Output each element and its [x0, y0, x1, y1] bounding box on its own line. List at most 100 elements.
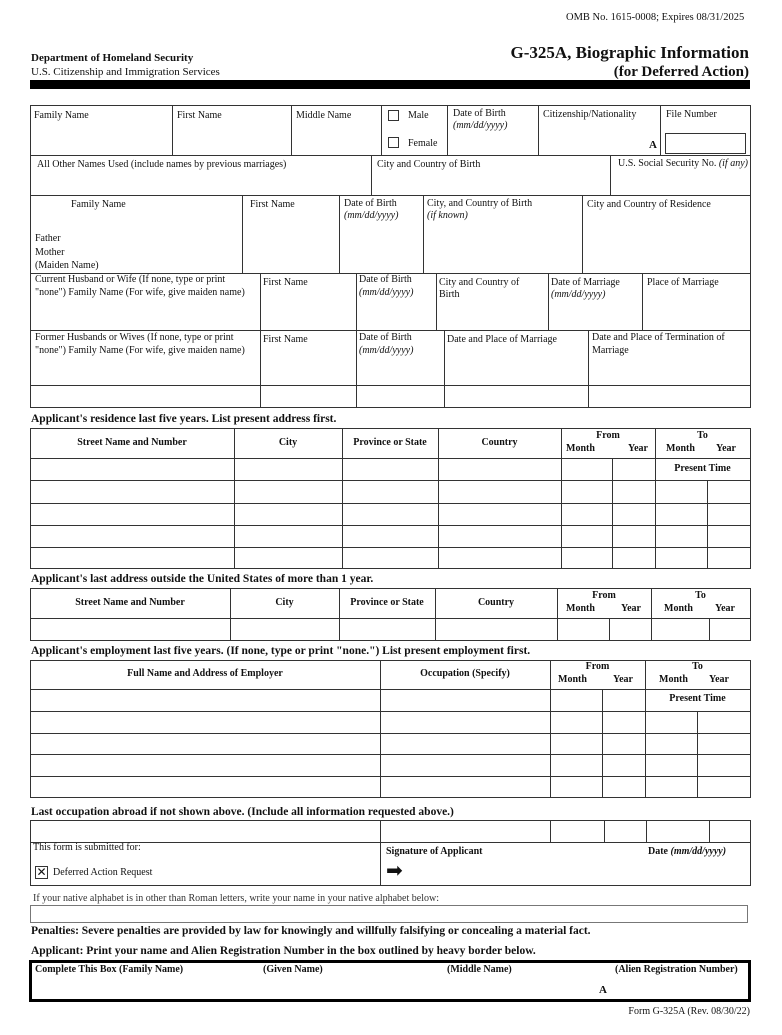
res-country-header: Country [481, 437, 518, 448]
mother-label: Mother [35, 247, 65, 258]
date-format: (mm/dd/yyyy) [670, 846, 727, 857]
grid-line [30, 273, 751, 274]
grid-line [30, 820, 751, 821]
form-footer: Form G-325A (Rev. 08/30/22) [628, 1006, 750, 1017]
emp-occupation-header: Occupation (Specify) [420, 668, 510, 679]
out-from-month: Month [566, 603, 595, 614]
grid-line [438, 428, 439, 569]
grid-line [30, 547, 751, 548]
termination-label-1: Date and Place of Termination of [592, 332, 725, 343]
parents-residence-label: City and Country of Residence [587, 199, 711, 210]
deferred-action-checkbox[interactable]: ✕ [35, 865, 48, 879]
residence-title: Applicant's residence last five years. L… [31, 413, 337, 425]
place-of-marriage-label: Place of Marriage [647, 277, 719, 288]
grid-line [381, 105, 382, 156]
grid-line [342, 428, 343, 569]
ssn-label: U.S. Social Security No. (if any) [618, 158, 748, 170]
grid-line [30, 195, 751, 196]
emp-from-header: From [585, 661, 610, 672]
grid-line [550, 660, 551, 798]
grid-line [30, 385, 751, 386]
complete-box-a-prefix: A [599, 984, 607, 996]
signature-field[interactable] [386, 860, 746, 882]
out-to-year: Year [715, 603, 735, 614]
grid-line [750, 588, 751, 641]
employment-title: Applicant's employment last five years. … [31, 645, 531, 657]
family-name-label: Family Name [34, 110, 89, 121]
grid-line [30, 754, 751, 755]
first-name-label: First Name [177, 110, 222, 121]
grid-line [707, 480, 708, 569]
female-checkbox[interactable] [388, 137, 399, 148]
grid-line [30, 711, 751, 712]
grid-line [602, 689, 603, 798]
signature-label: Signature of Applicant [386, 846, 483, 857]
spouse-city-label-1: City and Country of [439, 277, 520, 288]
native-alphabet-input[interactable] [30, 905, 748, 923]
grid-line [356, 273, 357, 331]
former-label-1: Former Husbands or Wives (If none, type … [35, 332, 234, 343]
grid-line [234, 428, 235, 569]
grid-line [30, 797, 751, 798]
res-present-time: Present Time [674, 463, 731, 474]
file-number-input[interactable] [665, 133, 746, 154]
last-occupation-title: Last occupation abroad if not shown abov… [31, 806, 454, 818]
emp-present-time: Present Time [669, 693, 726, 704]
grid-line [750, 820, 751, 886]
grid-line [709, 820, 710, 843]
grid-line [612, 458, 613, 569]
emp-to-year: Year [709, 674, 729, 685]
out-from-year: Year [621, 603, 641, 614]
grid-line [642, 273, 643, 331]
complete-this-box[interactable] [29, 960, 751, 1002]
grid-line [30, 885, 751, 886]
dob-format: (mm/dd/yyyy) [453, 120, 508, 131]
res-street-header: Street Name and Number [77, 437, 187, 448]
out-to-header: To [695, 590, 706, 601]
grid-line [30, 640, 751, 641]
out-province-header: Province or State [350, 597, 424, 608]
parents-city-birth-label: City, and Country of Birth [427, 198, 533, 209]
complete-box-family-label: Complete This Box (Family Name) [35, 964, 184, 975]
grid-line [697, 711, 698, 798]
former-label-2: "none") Family Name (For wife, give maid… [35, 345, 245, 356]
grid-line [548, 273, 549, 331]
spouse-label-2: "none") Family Name (For wife, give maid… [35, 287, 245, 298]
grid-line [260, 273, 261, 331]
emp-to-header: To [692, 661, 703, 672]
out-city-header: City [275, 597, 294, 608]
male-checkbox[interactable] [388, 110, 399, 121]
res-from-month: Month [566, 443, 595, 454]
res-from-year: Year [628, 443, 648, 454]
parents-family-name-label: Family Name [71, 199, 126, 210]
grid-line [30, 842, 751, 843]
grid-line [30, 503, 751, 504]
grid-line [604, 820, 605, 843]
outside-title: Applicant's last address outside the Uni… [31, 573, 374, 585]
father-label: Father [35, 233, 61, 244]
grid-line [709, 618, 710, 641]
ssn-note: (if any) [718, 158, 748, 169]
grid-line [30, 480, 751, 481]
grid-line [242, 195, 243, 274]
complete-box-given-label: (Given Name) [263, 964, 323, 975]
out-to-month: Month [664, 603, 693, 614]
emp-from-month: Month [558, 674, 587, 685]
date-text: Date [648, 846, 668, 857]
grid-line [260, 330, 261, 408]
parents-if-known: (if known) [427, 210, 468, 221]
grid-line [750, 428, 751, 569]
deferred-action-label: Deferred Action Request [53, 867, 153, 878]
grid-line [561, 428, 562, 569]
res-to-month: Month [666, 443, 695, 454]
applicant-note: Applicant: Print your name and Alien Reg… [31, 945, 536, 957]
dob-label: Date of Birth [453, 108, 506, 119]
grid-line [30, 330, 751, 331]
date-label: Date (mm/dd/yyyy) [648, 846, 726, 858]
grid-line [30, 776, 751, 777]
complete-box-middle-label: (Middle Name) [447, 964, 512, 975]
grid-line [30, 428, 751, 429]
grid-line [750, 660, 751, 798]
other-names-label: All Other Names Used (include names by p… [37, 159, 287, 170]
native-alphabet-label: If your native alphabet is in other than… [33, 893, 439, 904]
